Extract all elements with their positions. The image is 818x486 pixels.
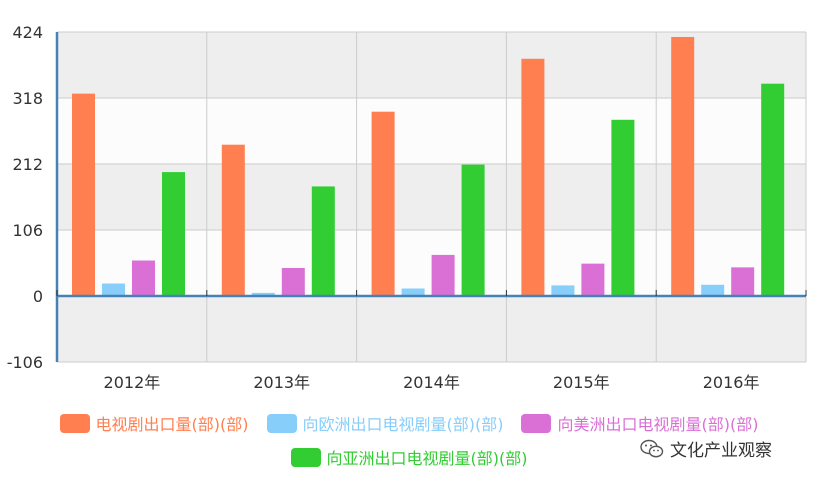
legend-swatch-europe xyxy=(266,413,297,433)
y-tick-label: 106 xyxy=(12,221,43,240)
watermark-text: 文化产业观察 xyxy=(670,441,772,461)
bar[interactable] xyxy=(102,283,125,296)
legend-label-asia: 向亚洲出口电视剧量(部)(部) xyxy=(326,449,528,468)
legend-swatch-total xyxy=(59,413,90,433)
legend: 电视剧出口量(部)(部) 向欧洲出口电视剧量(部)(部) 向美洲出口电视剧量(部… xyxy=(0,406,818,474)
bar[interactable] xyxy=(132,260,155,296)
legend-item-europe[interactable]: 向欧洲出口电视剧量(部)(部) xyxy=(266,411,504,435)
y-tick-label: 0 xyxy=(33,287,43,306)
legend-item-total[interactable]: 电视剧出口量(部)(部) xyxy=(59,411,249,435)
bar[interactable] xyxy=(431,254,455,296)
bar[interactable] xyxy=(671,36,695,296)
x-tick-label: 2016年 xyxy=(703,373,760,392)
bar[interactable] xyxy=(731,267,755,296)
bar[interactable] xyxy=(221,144,245,296)
grid-band xyxy=(57,296,806,362)
legend-row-2: 向亚洲出口电视剧量(部)(部) xyxy=(0,440,818,474)
x-tick-label: 2014年 xyxy=(403,373,460,392)
y-tick-label: 424 xyxy=(12,23,43,42)
x-tick-label: 2015年 xyxy=(553,373,610,392)
watermark: 文化产业观察 xyxy=(640,436,772,461)
bar[interactable] xyxy=(701,284,725,296)
y-tick-labels: 424 318 212 106 0 -106 xyxy=(7,23,43,372)
bar[interactable] xyxy=(551,285,575,296)
legend-label-europe: 向欧洲出口电视剧量(部)(部) xyxy=(302,415,504,434)
bar[interactable] xyxy=(401,288,425,296)
legend-item-americas[interactable]: 向美洲出口电视剧量(部)(部) xyxy=(521,411,758,435)
legend-item-asia[interactable]: 向亚洲出口电视剧量(部)(部) xyxy=(290,445,528,469)
bars xyxy=(72,36,785,296)
bar[interactable] xyxy=(311,186,335,296)
x-tick-label: 2013年 xyxy=(253,373,310,392)
bar[interactable] xyxy=(251,292,275,296)
legend-label-americas: 向美洲出口电视剧量(部)(部) xyxy=(557,415,759,434)
wechat-icon xyxy=(640,439,664,457)
legend-swatch-americas xyxy=(521,413,552,433)
axes xyxy=(55,32,807,362)
bar[interactable] xyxy=(371,111,395,296)
bar[interactable] xyxy=(611,119,635,296)
bar[interactable] xyxy=(281,267,305,296)
y-tick-label: 212 xyxy=(12,155,43,174)
legend-row-1: 电视剧出口量(部)(部) 向欧洲出口电视剧量(部)(部) 向美洲出口电视剧量(部… xyxy=(0,406,818,440)
legend-swatch-asia xyxy=(290,447,321,467)
bar[interactable] xyxy=(581,263,605,296)
bar[interactable] xyxy=(461,164,485,296)
legend-label-total: 电视剧出口量(部)(部) xyxy=(95,415,249,434)
bar[interactable] xyxy=(761,83,785,296)
y-tick-label: 318 xyxy=(12,89,43,108)
x-tick-label: 2012年 xyxy=(104,373,161,392)
y-tick-label: -106 xyxy=(7,353,43,372)
bar[interactable] xyxy=(72,93,95,296)
bar[interactable] xyxy=(521,58,545,296)
x-tick-labels: 2012年 2013年 2014年 2015年 2016年 xyxy=(104,373,760,392)
bar[interactable] xyxy=(162,172,185,296)
